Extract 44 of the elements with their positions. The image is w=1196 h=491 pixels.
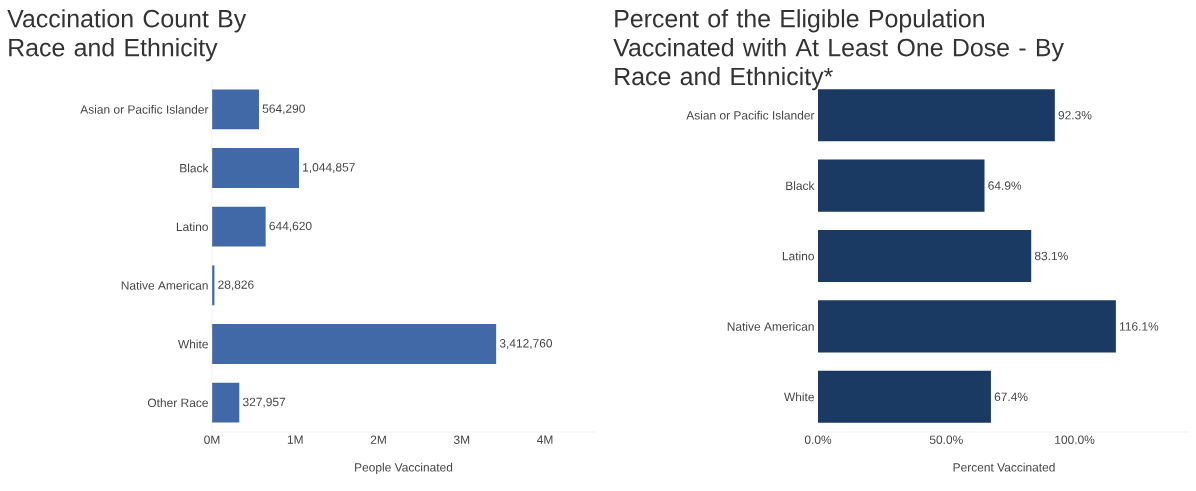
y-tick-label: Black [180,163,209,173]
bar [212,324,497,364]
y-tick-label: Asian or Pacific Islander [686,110,815,120]
data-label: 1,044,857 [303,163,355,173]
x-tick-label: 100.0% [1055,435,1095,444]
bar [818,300,1116,353]
data-label: 67.4% [994,392,1028,402]
x-tick-label: 50.0% [929,435,963,444]
y-tick-label: Native American [727,322,814,331]
bar [818,89,1055,142]
data-label: 28,826 [218,280,254,291]
x-axis-title: Percent Vaccinated [953,462,1055,472]
chart-title: Percent of the Eligible Population Vaccinated with At Least One Dose - By Race and Ethnicity* [613,9,1064,91]
y-tick-label: Black [786,181,815,190]
x-axis-title: People Vaccinated [355,462,453,474]
chart-title: Vaccination Count By Race and Ethnicity [7,9,247,62]
data-label: 64.9% [988,181,1022,190]
data-label: 564,290 [262,104,305,115]
data-label: 116.1% [1119,322,1159,331]
bar [818,229,1032,283]
bar [212,382,240,423]
x-tick-label: 2M [370,435,386,444]
bar [212,89,259,130]
data-label: 644,620 [269,221,312,232]
bar [212,206,266,247]
x-tick-label: 1M [287,435,303,444]
bar [212,148,299,188]
y-tick-label: White [783,392,814,402]
x-tick-label: 4M [537,435,553,444]
bar [818,370,991,423]
x-tick-label: 0.0% [804,435,832,444]
data-label: 92.3% [1058,110,1092,120]
x-tick-label: 3M [453,435,470,444]
data-label: 83.1% [1034,251,1068,261]
bar [818,159,985,212]
y-tick-label: Other Race [147,398,208,408]
data-label: 327,957 [242,397,286,408]
y-tick-label: White [177,339,208,349]
y-tick-label: Asian or Pacific Islander [80,104,209,114]
y-tick-label: Native American [121,280,208,290]
y-tick-label: Latino [176,222,208,232]
y-tick-label: Latino [782,251,814,261]
data-label: 3,412,760 [499,339,553,349]
x-tick-label: 0M [204,435,220,444]
